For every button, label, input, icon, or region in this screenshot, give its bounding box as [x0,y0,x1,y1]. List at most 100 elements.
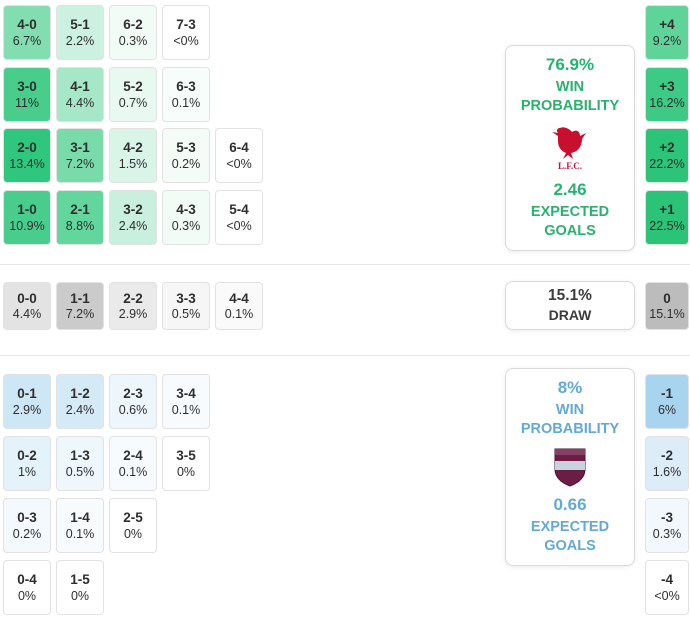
home-win-label-line2: PROBABILITY [520,98,620,115]
probability: 15.1% [649,307,685,322]
home-score-cell: 5-1 2.2% [56,5,104,60]
away-score-cell: 2-4 0.1% [109,436,157,491]
scoreline: 3-0 [17,79,37,95]
probability: 0.7% [118,95,148,110]
away-score-cell: 1-5 0% [56,560,104,615]
probability: 0.3% [118,33,148,48]
away-expected-goals-label-line1: EXPECTED [530,519,610,535]
scoreline: 4-4 [229,290,249,306]
probability: 8.8% [65,218,95,233]
probability: 2.9% [12,402,42,417]
probability: 0.1% [65,526,95,541]
away-margin-cell: -1 6% [645,374,689,429]
home-score-cell: 3-1 7.2% [56,128,104,183]
scoreline: 0-4 [17,572,37,588]
draw-margin-cell: 0 15.1% [645,282,689,330]
probability: 22.2% [649,156,685,171]
probability: 0.2% [12,526,42,541]
draw-card: 15.1% DRAW [505,281,635,330]
probability: 6.7% [12,33,42,48]
home-expected-goals-label-line2: GOALS [544,222,596,239]
scoreline: 2-0 [17,140,37,156]
draw-score-cell: 0-0 4.4% [3,282,51,330]
scoreline: 1-1 [70,290,90,306]
probability: 2.4% [65,402,95,417]
probability: 0.6% [118,402,148,417]
probability: 16.2% [649,95,685,110]
scoreline: 0-3 [17,510,37,526]
probability: 0.1% [171,402,201,417]
away-win-card: 8% WIN PROBABILITY 0.66 EXPECTED GOALS [505,368,635,566]
home-win-label-line1: WIN [555,79,585,96]
scoreline: 6-4 [229,140,249,156]
home-score-cell: 2-1 8.8% [56,190,104,245]
home-score-cell: 3-0 11% [3,67,51,122]
home-score-cell: 4-2 1.5% [109,128,157,183]
probability: 6% [657,402,677,417]
probability: 2.2% [65,33,95,48]
probability: 0.5% [65,464,95,479]
scoreline: 4-0 [17,17,37,33]
scoreline: 0-1 [17,386,37,402]
probability: 0.1% [224,307,254,322]
home-margin-cell: +4 9.2% [645,5,689,60]
probability: 1% [17,464,37,479]
scoreline: 2-3 [123,386,143,402]
away-score-cell: 0-1 2.9% [3,374,51,429]
home-score-cell: 4-3 0.3% [162,190,210,245]
scoreline: 3-5 [176,448,196,464]
away-win-label-line1: WIN [555,402,585,419]
probability: 2.9% [118,307,148,322]
home-score-cell: 4-1 4.4% [56,67,104,122]
home-expected-goals-value: 2.46 [553,180,587,199]
away-score-cell: 0-2 1% [3,436,51,491]
probability: 0.2% [171,156,201,171]
draw-percentage: 15.1% [548,286,592,304]
home-win-card: 76.9% WIN PROBABILITY L.F.C. 2.46 EXPECT… [505,45,635,251]
scoreline: +1 [659,202,675,218]
home-margin-cell: +3 16.2% [645,67,689,122]
scoreline: 2-2 [123,290,143,306]
away-win-label-line2: PROBABILITY [520,421,620,438]
scoreline: 3-3 [176,290,196,306]
probability: 0.3% [652,526,682,541]
burnley-crest-icon [553,447,587,487]
home-score-cell: 4-0 6.7% [3,5,51,60]
away-margin-cell: -3 0.3% [645,498,689,553]
probability: <0% [654,588,680,603]
draw-score-cell: 1-1 7.2% [56,282,104,330]
draw-score-cell: 2-2 2.9% [109,282,157,330]
liverpool-crest-icon: L.F.C. [550,124,590,172]
draw-score-cell: 3-3 0.5% [162,282,210,330]
probability: 0% [70,588,90,603]
home-score-cell: 1-0 10.9% [3,190,51,245]
probability: 0% [176,464,196,479]
home-score-cell: 6-2 0.3% [109,5,157,60]
home-score-cell: 6-4 <0% [215,128,263,183]
scoreline: 0-0 [17,290,37,306]
probability: 0% [17,588,37,603]
scoreline: 3-1 [70,140,90,156]
away-score-cell: 2-3 0.6% [109,374,157,429]
draw-label: DRAW [548,306,592,323]
probability: 2.4% [118,218,148,233]
away-score-cell: 0-3 0.2% [3,498,51,553]
probability: 13.4% [9,156,45,171]
probability: 11% [14,95,40,110]
probability: 0.3% [171,218,201,233]
scoreline: +2 [659,140,675,156]
section-divider-draw-away [0,355,690,356]
away-win-percentage: 8% [557,378,583,398]
scoreline: 1-2 [70,386,90,402]
probability: 0% [123,526,143,541]
probability: 9.2% [652,33,682,48]
scoreline: 2-5 [123,510,143,526]
probability: <0% [226,218,252,233]
scoreline: 5-3 [176,140,196,156]
away-score-cell: 0-4 0% [3,560,51,615]
scoreline: 0-2 [17,448,37,464]
scoreline: 3-4 [176,386,196,402]
scoreline: 1-0 [17,202,37,218]
scoreline: -2 [660,448,673,464]
